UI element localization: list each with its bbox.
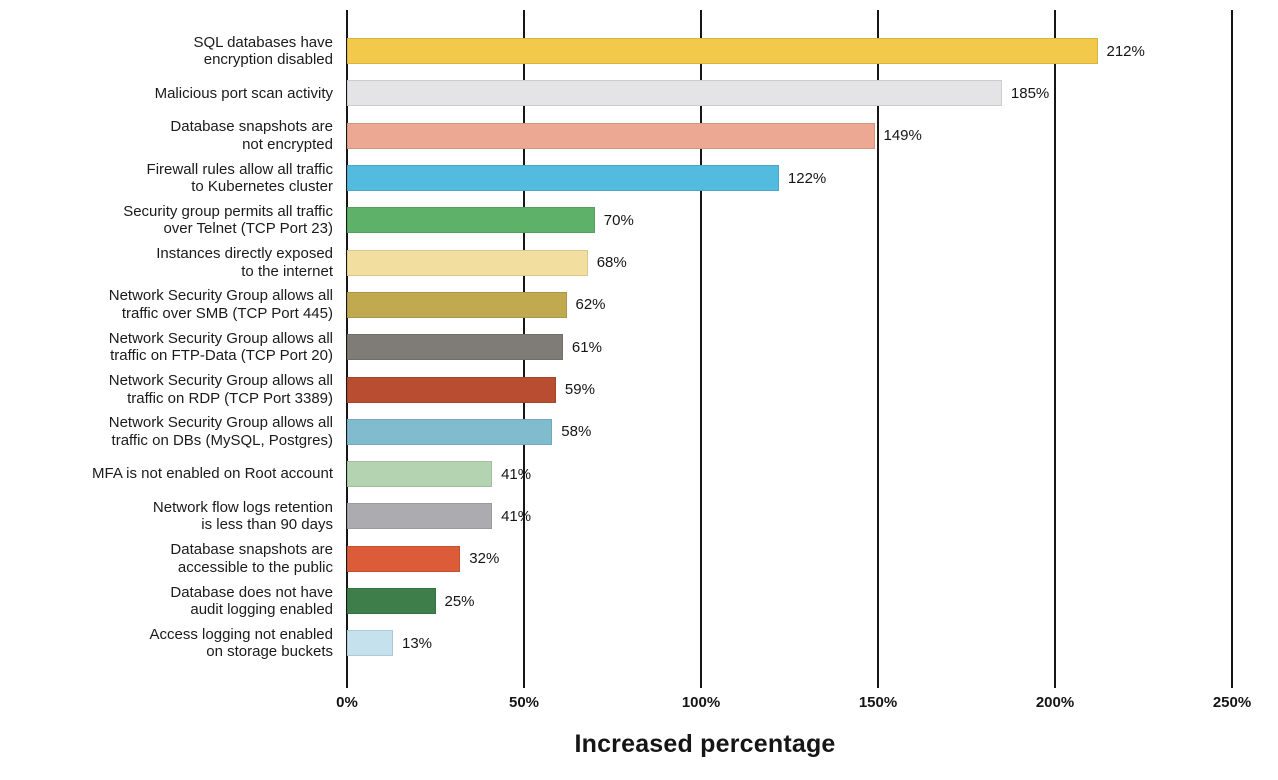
- bar: [347, 334, 563, 361]
- x-tick-label: 150%: [858, 694, 898, 711]
- category-label: Instances directly exposed to the intern…: [156, 245, 333, 280]
- gridline: [700, 10, 702, 688]
- bar: [347, 630, 393, 657]
- bar-row: SQL databases have encryption disabled 2…: [0, 30, 1278, 72]
- category-label: Access logging not enabled on storage bu…: [149, 625, 333, 661]
- category-label: Network Security Group allows all traffi…: [108, 414, 333, 449]
- x-axis-title: Increased percentage: [574, 730, 836, 758]
- bar-track: 68%: [347, 241, 1278, 283]
- bar-value-label: 25%: [444, 592, 475, 610]
- category-label: Database snapshots are accessible to the…: [170, 541, 333, 576]
- bar-value-label: 122%: [787, 169, 827, 187]
- x-tick-label: 100%: [681, 694, 721, 711]
- bar: [347, 122, 875, 149]
- bar-value-label: 212%: [1106, 42, 1145, 60]
- category-label: Database snapshots are not encrypted: [170, 118, 333, 153]
- bar-row: Network Security Group allows all traffi…: [0, 411, 1278, 453]
- bar-track: 13%: [347, 622, 1278, 664]
- bar-value-label: 58%: [561, 423, 592, 441]
- category-label: SQL databases have encryption disabled: [193, 33, 333, 69]
- bar-row: Access logging not enabled on storage bu…: [0, 622, 1278, 664]
- bar-value-label: 41%: [501, 465, 532, 483]
- bar-row: Network flow logs retention is less than…: [0, 495, 1278, 537]
- bar-rows: SQL databases have encryption disabled 2…: [0, 30, 1278, 664]
- bar-value-label: 62%: [575, 296, 606, 314]
- bar-track: 41%: [347, 453, 1278, 495]
- bar: [347, 588, 436, 614]
- bar-value-label: 41%: [501, 507, 532, 525]
- bar: [347, 165, 779, 192]
- bar-track: 185%: [347, 72, 1278, 114]
- bar: [347, 38, 1098, 65]
- bar-value-label: 32%: [469, 550, 500, 568]
- bar-value-label: 149%: [883, 127, 922, 145]
- bar-row: Network Security Group allows all traffi…: [0, 326, 1278, 368]
- bar-track: 70%: [347, 199, 1278, 241]
- bar-value-label: 70%: [603, 211, 634, 229]
- bar-track: 149%: [347, 115, 1278, 157]
- bar-value-label: 13%: [402, 634, 433, 652]
- category-label: Network Security Group allows all traffi…: [108, 287, 333, 322]
- category-label: Database does not have audit logging ena…: [170, 583, 333, 619]
- x-tick-label: 0%: [336, 694, 358, 711]
- category-label: Network Security Group allows all traffi…: [108, 372, 333, 407]
- bar: [347, 80, 1002, 107]
- bar-row: Malicious port scan activity 185%: [0, 72, 1278, 114]
- gridline: [1054, 10, 1056, 688]
- bar-track: 25%: [347, 580, 1278, 622]
- bar: [347, 545, 461, 572]
- bar: [347, 207, 595, 234]
- bar-row: Network Security Group allows all traffi…: [0, 284, 1278, 326]
- bar: [347, 291, 567, 318]
- bar-track: 62%: [347, 284, 1278, 326]
- bar-track: 212%: [347, 30, 1278, 72]
- bar-row: Database does not have audit logging ena…: [0, 580, 1278, 622]
- bar-value-label: 68%: [596, 254, 627, 272]
- bar-track: 41%: [347, 495, 1278, 537]
- bar-row: Network Security Group allows all traffi…: [0, 368, 1278, 410]
- x-tick-label: 250%: [1212, 694, 1252, 711]
- bar-track: 61%: [347, 326, 1278, 368]
- bar-value-label: 61%: [571, 338, 602, 356]
- gridline: [1231, 10, 1233, 688]
- x-axis-ticks: 0% 50% 100% 150% 200% 250%: [336, 694, 1251, 716]
- bar-value-label: 185%: [1010, 84, 1050, 102]
- bar-row: Security group permits all traffic over …: [0, 199, 1278, 241]
- bar-track: 59%: [347, 368, 1278, 410]
- category-label: Malicious port scan activity: [154, 84, 333, 102]
- bar-row: Database snapshots are accessible to the…: [0, 538, 1278, 580]
- x-tick-label: 50%: [508, 694, 540, 711]
- bar-track: 122%: [347, 157, 1278, 199]
- bar-row: MFA is not enabled on Root account 41%: [0, 453, 1278, 495]
- bar-track: 58%: [347, 411, 1278, 453]
- bar: [347, 503, 493, 530]
- category-label: Network flow logs retention is less than…: [152, 498, 333, 534]
- x-tick-label: 200%: [1035, 694, 1075, 711]
- bar-row: Firewall rules allow all traffic to Kube…: [0, 157, 1278, 199]
- category-label: MFA is not enabled on Root account: [92, 465, 333, 483]
- bar-track: 32%: [347, 538, 1278, 580]
- bar-value-label: 59%: [564, 381, 595, 399]
- bar: [347, 461, 493, 488]
- gridline: [877, 10, 879, 688]
- category-label: Firewall rules allow all traffic to Kube…: [146, 160, 333, 196]
- bar: [347, 418, 553, 445]
- category-label: Security group permits all traffic over …: [123, 202, 333, 238]
- bar: [347, 249, 588, 276]
- bar-row: Instances directly exposed to the intern…: [0, 241, 1278, 283]
- bar: [347, 376, 556, 403]
- category-label: Network Security Group allows all traffi…: [108, 329, 333, 365]
- bar-row: Database snapshots are not encrypted 149…: [0, 115, 1278, 157]
